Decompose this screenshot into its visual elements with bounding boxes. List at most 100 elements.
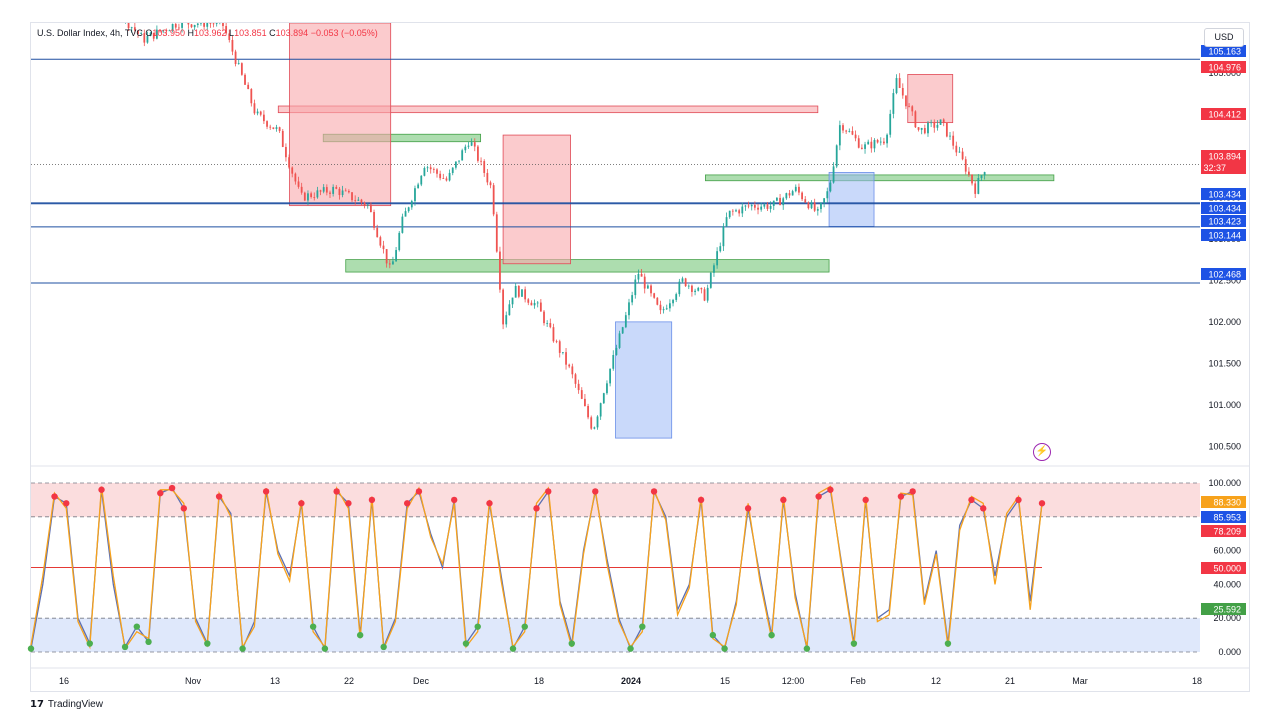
candle-body xyxy=(240,63,243,75)
signal-dot-sell xyxy=(333,488,340,495)
signal-dot-sell xyxy=(980,505,987,512)
candle-body xyxy=(917,127,920,130)
candle-body xyxy=(574,374,577,384)
candle-body xyxy=(640,273,643,277)
time-axis-tick: Nov xyxy=(185,676,202,686)
price-axis-tick: 102.000 xyxy=(1208,317,1241,327)
osc-axis-tick: 60.000 xyxy=(1213,546,1241,556)
price-label-bg xyxy=(1201,188,1246,200)
candle-body xyxy=(624,315,627,328)
time-axis-tick: 22 xyxy=(344,676,354,686)
signal-dot-sell xyxy=(650,488,658,495)
candle-body xyxy=(549,323,552,328)
candle-body xyxy=(867,141,870,145)
candle-body xyxy=(741,206,744,214)
candle-body xyxy=(706,287,709,301)
candle-body xyxy=(382,245,385,250)
candle-body xyxy=(967,171,970,175)
candle-body xyxy=(854,134,857,139)
candle-body xyxy=(895,78,898,94)
signal-dot-buy xyxy=(944,640,952,647)
signal-dot-buy xyxy=(356,631,364,639)
candle-body xyxy=(672,299,674,304)
candle-body xyxy=(219,18,221,20)
price-label-bg xyxy=(1201,268,1246,280)
candle-body xyxy=(971,174,973,184)
candle-body xyxy=(187,23,190,25)
candle-body xyxy=(596,416,599,428)
candle-body xyxy=(322,187,325,192)
candle-body xyxy=(313,197,316,198)
candle-body xyxy=(285,146,287,158)
signal-dot-sell xyxy=(697,496,705,504)
candle-body xyxy=(423,167,426,176)
candle-body xyxy=(281,130,284,147)
candle-body xyxy=(883,141,885,144)
candle-body xyxy=(247,84,250,90)
candle-body xyxy=(980,175,983,179)
price-label-bg xyxy=(1201,202,1246,214)
overbought-band xyxy=(31,483,1200,517)
signal-dot-buy xyxy=(627,645,634,652)
price-label: 102.468 xyxy=(1208,270,1241,280)
candle-body xyxy=(222,23,224,27)
candle-body xyxy=(162,29,165,32)
candle-body xyxy=(420,175,423,185)
zone-green-3 xyxy=(705,174,1055,182)
candle-body xyxy=(410,201,413,208)
candle-body xyxy=(942,119,945,123)
candle-body xyxy=(392,261,394,265)
osc-axis-tick: 20.000 xyxy=(1213,613,1241,623)
candle-body xyxy=(215,23,218,24)
candle-body xyxy=(763,204,766,207)
candle-body xyxy=(646,285,649,289)
price-label: 103.434 xyxy=(1208,204,1241,214)
signal-dot-sell xyxy=(345,500,352,507)
candle-body xyxy=(115,1,117,7)
candle-body xyxy=(149,32,152,37)
candle-body xyxy=(505,315,508,325)
open-value: 103.950 xyxy=(152,28,185,38)
candle-body xyxy=(820,202,822,210)
candle-body xyxy=(300,186,303,193)
candle-body xyxy=(772,200,775,206)
time-axis-tick: 13 xyxy=(270,676,280,686)
candle-body xyxy=(927,122,929,134)
candle-body xyxy=(716,251,719,266)
chart-frame xyxy=(30,22,1250,692)
candle-body xyxy=(130,27,133,29)
candle-body xyxy=(385,249,388,264)
candle-body xyxy=(190,24,193,28)
tradingview-logo[interactable]: 17 TradingView xyxy=(30,699,103,710)
candle-body xyxy=(398,232,401,251)
currency-button[interactable]: USD xyxy=(1204,28,1244,47)
candle-body xyxy=(879,141,882,143)
candle-body xyxy=(140,33,143,34)
candle-body xyxy=(691,285,693,292)
low-value: 103.851 xyxy=(234,28,267,38)
candle-body xyxy=(146,36,149,43)
candle-body xyxy=(568,364,571,367)
candle-body xyxy=(502,289,504,325)
close-value: 103.894 xyxy=(275,28,309,38)
candle-body xyxy=(571,366,574,375)
candle-body xyxy=(813,202,816,211)
candle-body xyxy=(977,178,980,194)
signal-dot-sell xyxy=(592,488,599,495)
candle-body xyxy=(234,51,237,64)
candle-body xyxy=(360,199,363,203)
candle-body xyxy=(259,111,262,115)
lightning-icon[interactable]: ⚡ xyxy=(1033,443,1051,461)
candle-body xyxy=(731,210,734,212)
high-value: 103.962 xyxy=(193,28,227,38)
candle-body xyxy=(725,217,728,227)
candle-body xyxy=(873,139,876,149)
candle-body xyxy=(901,87,904,96)
signal-dot-buy xyxy=(239,645,246,652)
candle-body xyxy=(121,17,123,19)
candle-body xyxy=(477,146,479,161)
osc-label-bg xyxy=(1201,603,1246,615)
zone-blue-7 xyxy=(828,172,875,227)
candle-body xyxy=(757,207,759,210)
